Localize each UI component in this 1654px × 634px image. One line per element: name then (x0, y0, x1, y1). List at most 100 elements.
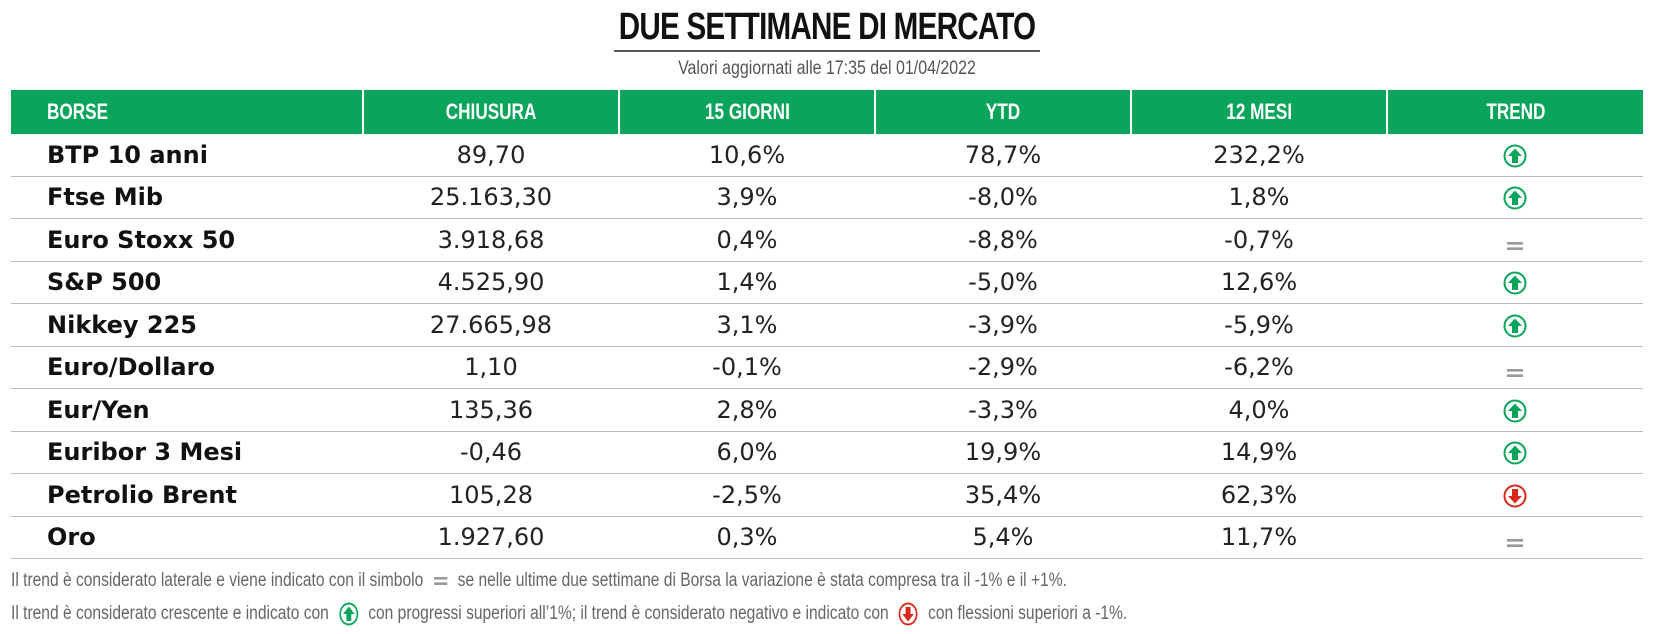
table-row: Oro 1.927,60 0,3% 5,4% 11,7% (11, 516, 1643, 559)
equals-icon (1506, 226, 1524, 254)
row-name: Eur/Yen (11, 388, 363, 432)
cell-trend (1387, 431, 1643, 474)
cell-trend (1387, 303, 1643, 347)
table-row: Euro Stoxx 50 3.918,68 0,4% -8,8% -0,7% (11, 218, 1643, 262)
equals-icon (1506, 523, 1524, 551)
row-name: Oro (11, 516, 363, 559)
cell-ytd: 78,7% (875, 134, 1131, 177)
cell-ytd: 35,4% (875, 473, 1131, 517)
cell-15-giorni: 10,6% (619, 134, 875, 177)
footnote-neutral: Il trend è considerato laterale e viene … (11, 570, 1349, 592)
cell-12-mesi: 14,9% (1131, 431, 1387, 474)
table-row: BTP 10 anni 89,70 10,6% 78,7% 232,2% (11, 134, 1643, 177)
cell-12-mesi: 232,2% (1131, 134, 1387, 177)
cell-chiusura: 1.927,60 (363, 516, 619, 559)
cell-15-giorni: 3,9% (619, 176, 875, 219)
cell-trend (1387, 473, 1643, 517)
row-name: Ftse Mib (11, 176, 363, 219)
cell-12-mesi: 11,7% (1131, 516, 1387, 559)
cell-12-mesi: 62,3% (1131, 473, 1387, 517)
row-name: Nikkey 225 (11, 303, 363, 347)
cell-trend (1387, 388, 1643, 432)
row-name: Euro/Dollaro (11, 346, 363, 389)
up-arrow-icon (1503, 438, 1527, 466)
footnote-text: con flessioni superiori a -1%. (928, 603, 1128, 625)
table-row: Euro/Dollaro 1,10 -0,1% -2,9% -6,2% (11, 346, 1643, 389)
cell-12-mesi: -5,9% (1131, 303, 1387, 347)
column-header-trend: TREND (1386, 90, 1643, 134)
cell-trend (1387, 516, 1643, 559)
cell-chiusura: 89,70 (363, 134, 619, 177)
cell-trend (1387, 218, 1643, 262)
table-header-row: BORSE CHIUSURA 15 GIORNI YTD 12 MESI TRE… (11, 90, 1643, 134)
cell-12-mesi: 4,0% (1131, 388, 1387, 432)
row-name: S&P 500 (11, 261, 363, 304)
cell-chiusura: 4.525,90 (363, 261, 619, 304)
up-arrow-icon (1503, 268, 1527, 296)
cell-15-giorni: 6,0% (619, 431, 875, 474)
cell-15-giorni: 0,3% (619, 516, 875, 559)
column-header-15-giorni: 15 GIORNI (618, 90, 875, 134)
footnote-trend: Il trend è considerato crescente e indic… (11, 602, 1349, 626)
market-table: BORSE CHIUSURA 15 GIORNI YTD 12 MESI TRE… (11, 90, 1643, 559)
cell-15-giorni: 3,1% (619, 303, 875, 347)
column-header-ytd: YTD (874, 90, 1131, 134)
cell-ytd: 19,9% (875, 431, 1131, 474)
table-row: Eur/Yen 135,36 2,8% -3,3% 4,0% (11, 388, 1643, 432)
cell-trend (1387, 261, 1643, 304)
table-row: Euribor 3 Mesi -0,46 6,0% 19,9% 14,9% (11, 431, 1643, 474)
down-arrow-icon (1503, 481, 1527, 509)
cell-trend (1387, 346, 1643, 389)
cell-chiusura: 3.918,68 (363, 218, 619, 262)
row-name: BTP 10 anni (11, 134, 363, 177)
up-arrow-icon (1503, 311, 1527, 339)
footnote-text: con progressi superiori all’1%; il trend… (368, 603, 889, 625)
page-subtitle: Valori aggiornati alle 17:35 del 01/04/2… (678, 58, 976, 79)
cell-ytd: -3,9% (875, 303, 1131, 347)
cell-15-giorni: -2,5% (619, 473, 875, 517)
footnote-text: se nelle ultime due settimane di Borsa l… (457, 570, 1067, 592)
up-arrow-icon (339, 602, 359, 626)
table-row: S&P 500 4.525,90 1,4% -5,0% 12,6% (11, 261, 1643, 304)
cell-ytd: -5,0% (875, 261, 1131, 304)
cell-12-mesi: -0,7% (1131, 218, 1387, 262)
cell-ytd: 5,4% (875, 516, 1131, 559)
cell-chiusura: 135,36 (363, 388, 619, 432)
cell-ytd: -8,0% (875, 176, 1131, 219)
up-arrow-icon (1503, 183, 1527, 211)
title-wrap: DUE SETTIMANE DI MERCATO (0, 6, 1654, 52)
table-row: Nikkey 225 27.665,98 3,1% -3,9% -5,9% (11, 303, 1643, 347)
row-name: Euro Stoxx 50 (11, 218, 363, 262)
column-header-chiusura: CHIUSURA (362, 90, 619, 134)
cell-15-giorni: -0,1% (619, 346, 875, 389)
cell-chiusura: 1,10 (363, 346, 619, 389)
row-name: Euribor 3 Mesi (11, 431, 363, 474)
cell-15-giorni: 2,8% (619, 388, 875, 432)
page-title: DUE SETTIMANE DI MERCATO (614, 6, 1040, 52)
equals-icon (1506, 353, 1524, 381)
table-row: Ftse Mib 25.163,30 3,9% -8,0% 1,8% (11, 176, 1643, 219)
cell-chiusura: 25.163,30 (363, 176, 619, 219)
cell-15-giorni: 0,4% (619, 218, 875, 262)
up-arrow-icon (1503, 396, 1527, 424)
column-header-12-mesi: 12 MESI (1130, 90, 1387, 134)
cell-chiusura: 105,28 (363, 473, 619, 517)
footnote-text: Il trend è considerato crescente e indic… (11, 603, 329, 625)
cell-chiusura: -0,46 (363, 431, 619, 474)
table-row: Petrolio Brent 105,28 -2,5% 35,4% 62,3% (11, 473, 1643, 517)
cell-12-mesi: 12,6% (1131, 261, 1387, 304)
cell-ytd: -3,3% (875, 388, 1131, 432)
cell-15-giorni: 1,4% (619, 261, 875, 304)
cell-trend (1387, 176, 1643, 219)
column-header-borse: BORSE (11, 90, 363, 134)
cell-12-mesi: -6,2% (1131, 346, 1387, 389)
equals-icon (433, 570, 448, 592)
cell-trend (1387, 134, 1643, 177)
cell-ytd: -8,8% (875, 218, 1131, 262)
footnote-text: Il trend è considerato laterale e viene … (11, 570, 424, 592)
cell-12-mesi: 1,8% (1131, 176, 1387, 219)
cell-chiusura: 27.665,98 (363, 303, 619, 347)
up-arrow-icon (1503, 141, 1527, 169)
cell-ytd: -2,9% (875, 346, 1131, 389)
down-arrow-icon (898, 602, 919, 626)
